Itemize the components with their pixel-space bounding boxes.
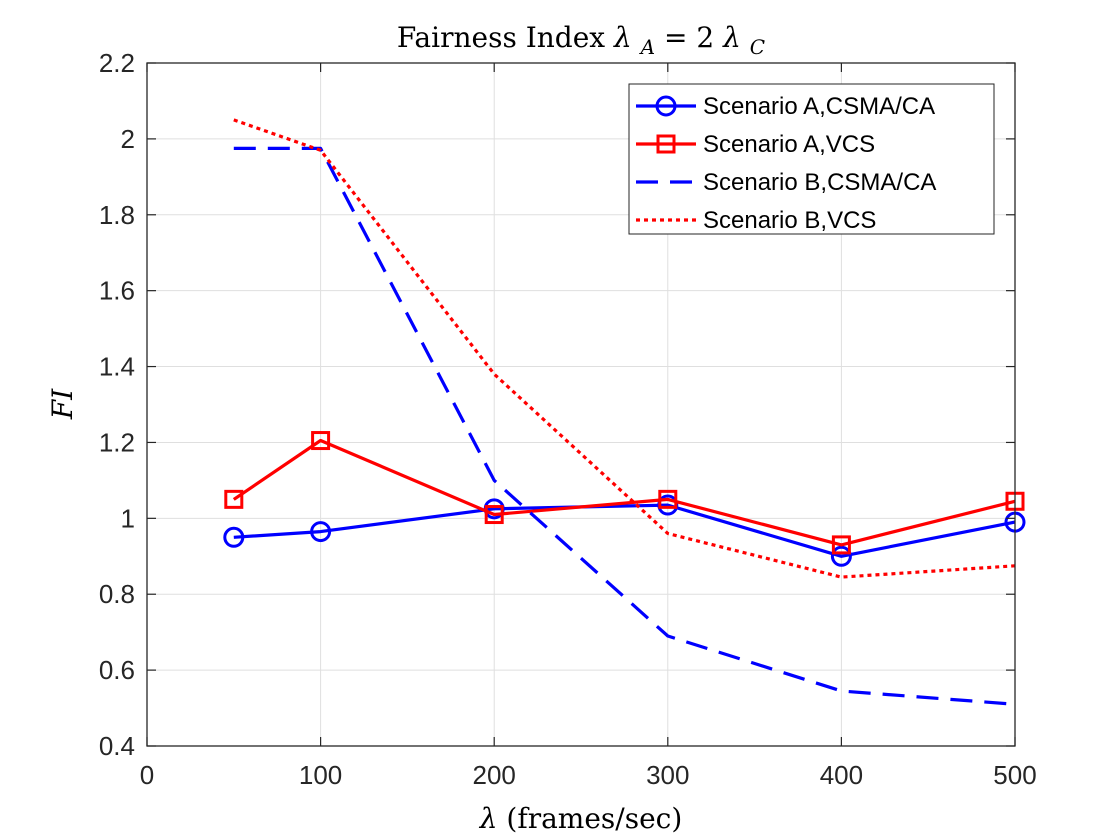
chart-title: Fairness Index λ A = 2 λ C: [397, 21, 765, 61]
grid: [147, 63, 1015, 746]
legend-marker: [656, 134, 676, 154]
y-tick-label: 1: [121, 503, 135, 533]
y-tick-label: 1.4: [99, 352, 135, 382]
legend-box: [628, 83, 995, 235]
series-layer: [223, 118, 1026, 706]
y-axis-label: FI: [46, 388, 79, 420]
legend-entry-1: Scenario A,CSMA/CA: [636, 93, 935, 120]
x-axis-label: λ (frames/sec): [479, 802, 683, 835]
legend: Scenario A,CSMA/CA Scenario A,VCS Scenario…: [628, 83, 995, 235]
y-tick-label: 1.6: [99, 276, 135, 306]
y-tick-label: 2: [121, 124, 135, 154]
series-4: [233, 118, 1016, 579]
plot-frame: [146, 62, 1016, 747]
chart-title-lambda-c: λ: [722, 21, 741, 54]
y-tick-label: 1.8: [99, 200, 135, 230]
series-1-point: [223, 526, 245, 548]
legend-label: Scenario A,VCS: [703, 131, 875, 158]
y-tick-label: 1.2: [99, 427, 135, 457]
tick-labels: 0 100 200 300 400 500 0.4 0.6 0.8 1 1.2 1.4 1.6 1.8 2 2…: [99, 48, 1037, 790]
legend-entries: Scenario A,CSMA/CA Scenario A,VCS Scenario…: [636, 93, 936, 234]
series-4-line: [233, 118, 1016, 579]
x-tick-label: 0: [140, 760, 154, 790]
x-tick-label: 500: [993, 760, 1036, 790]
series-2-point: [658, 489, 678, 509]
x-tick-label: 400: [820, 760, 863, 790]
series-1-point: [310, 521, 332, 543]
y-tick-label: 0.4: [99, 731, 135, 761]
chart-title-sub-c: C: [750, 35, 765, 59]
y-tick-label: 0.6: [99, 655, 135, 685]
legend-label: Scenario A,CSMA/CA: [703, 93, 935, 120]
x-axis-label-symbol: λ: [479, 802, 498, 835]
series-2-line: [232, 438, 1016, 547]
x-tick-label: 100: [299, 760, 342, 790]
x-tick-label: 300: [646, 760, 689, 790]
chart-title-text: Fairness Index: [397, 21, 614, 54]
legend-entry-3: Scenario B,CSMA/CA: [636, 169, 936, 196]
ticks: [146, 62, 1016, 747]
series-2-point: [484, 505, 504, 525]
chart-title-equals: = 2: [664, 21, 714, 54]
legend-label: Scenario B,CSMA/CA: [703, 169, 936, 196]
series-2: [224, 431, 1025, 555]
series-3-line: [233, 146, 1016, 706]
series-2-point: [831, 535, 851, 555]
chart-title-lambda-a: λ: [613, 21, 632, 54]
series-2-point: [224, 489, 244, 509]
legend-entry-2: Scenario A,VCS: [636, 131, 875, 158]
y-tick-label: 0.8: [99, 579, 135, 609]
y-tick-label: 2.2: [99, 48, 135, 78]
chart-title-sub-a: A: [639, 35, 655, 59]
legend-label: Scenario B,VCS: [703, 207, 876, 234]
x-tick-label: 200: [473, 760, 516, 790]
series-3: [233, 146, 1016, 706]
series-2-point: [311, 431, 331, 451]
legend-marker: [655, 95, 677, 117]
legend-entry-4: Scenario B,VCS: [636, 207, 876, 234]
series-1-point: [830, 545, 852, 567]
x-axis-label-text: (frames/sec): [506, 802, 682, 835]
